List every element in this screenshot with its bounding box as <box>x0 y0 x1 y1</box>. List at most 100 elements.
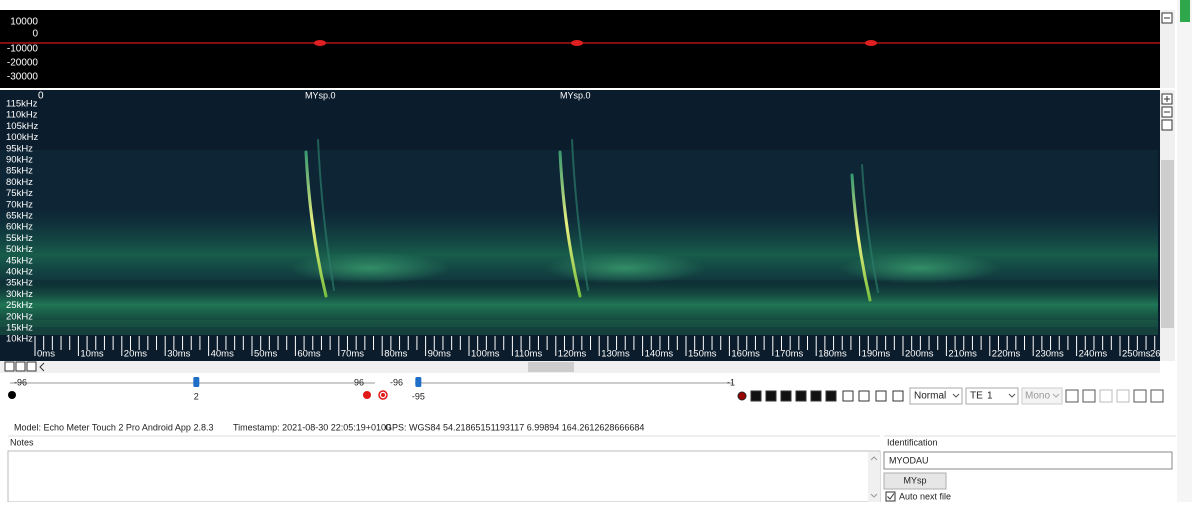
time-zoom-buttons[interactable] <box>5 362 36 371</box>
time-label: 150ms <box>688 349 717 360</box>
audio-value: Mono <box>1025 391 1050 402</box>
frequency-label: 85kHz <box>6 166 33 177</box>
frequency-label: 30kHz <box>6 289 33 300</box>
tool-button[interactable] <box>859 391 869 401</box>
amplitude-label: 10000 <box>10 17 38 28</box>
frequency-label: 25kHz <box>6 300 33 311</box>
side-panel <box>1177 0 1192 502</box>
time-label: 10ms <box>80 349 103 360</box>
time-label: 200ms <box>905 349 934 360</box>
time-label: 180ms <box>818 349 847 360</box>
frequency-label: 20kHz <box>6 311 33 322</box>
time-label: 240ms <box>1079 349 1108 360</box>
h-scrollbar[interactable] <box>0 361 1160 373</box>
time-label: 230ms <box>1035 349 1064 360</box>
call-label: MYsp.0 <box>560 90 591 100</box>
mode-select[interactable]: Normal <box>910 388 962 404</box>
nav-button[interactable] <box>1083 390 1095 402</box>
frequency-label: 60kHz <box>6 222 33 233</box>
slider-thumb[interactable] <box>193 377 199 387</box>
mode-value: Normal <box>914 391 946 402</box>
tool-button[interactable] <box>796 391 806 401</box>
identification-label: Identification <box>887 437 938 447</box>
nav-button[interactable] <box>1100 390 1112 402</box>
waveform-panel <box>0 10 1160 88</box>
time-label: 30ms <box>167 349 190 360</box>
time-label: 110ms <box>514 349 542 360</box>
tool-button[interactable] <box>751 391 761 401</box>
time-label: 80ms <box>384 349 407 360</box>
time-label: 100ms <box>471 349 500 360</box>
start-label: 0 <box>38 91 44 102</box>
tool-button[interactable] <box>766 391 776 401</box>
time-label: 250ms <box>1122 349 1151 360</box>
time-label: 190ms <box>862 349 891 360</box>
tool-button[interactable] <box>843 391 853 401</box>
time-label: 130ms <box>601 349 630 360</box>
slider-max: 96 <box>354 377 364 387</box>
frequency-label: 110kHz <box>6 110 38 121</box>
frequency-label: 10kHz <box>6 334 33 345</box>
time-label: 160ms <box>731 349 760 360</box>
metadata-gps: GPS: WGS84 54.21865151193117 6.99894 164… <box>385 422 644 432</box>
time-label: 60ms <box>297 349 320 360</box>
amplitude-label: -20000 <box>7 58 39 69</box>
frequency-label: 50kHz <box>6 244 33 255</box>
time-label: 220ms <box>992 349 1021 360</box>
amplitude-label: 0 <box>32 29 38 40</box>
nav-button[interactable] <box>1117 390 1129 402</box>
notes-scrollbar[interactable] <box>868 452 880 502</box>
frequency-label: 90kHz <box>6 155 33 166</box>
app-window: 100000-10000-20000-30000 0MYsp.0MYsp.011… <box>0 0 1192 502</box>
frequency-label: 115kHz <box>6 99 38 110</box>
h-scroll-thumb[interactable] <box>528 362 574 372</box>
time-label: 20ms <box>124 349 147 360</box>
frequency-label: 15kHz <box>6 323 33 334</box>
channel-type: TE <box>970 391 983 402</box>
time-label: 120ms <box>558 349 587 360</box>
audio-select[interactable]: Mono <box>1022 388 1062 404</box>
metadata-model: Model: Echo Meter Touch 2 Pro Android Ap… <box>14 422 213 432</box>
frequency-label: 95kHz <box>6 143 33 154</box>
nav-button[interactable] <box>1066 390 1078 402</box>
time-label: 50ms <box>254 349 277 360</box>
frequency-label: 105kHz <box>6 121 38 132</box>
frequency-label: 55kHz <box>6 233 33 244</box>
auto-next-label: Auto next file <box>899 491 951 501</box>
time-label: 26 <box>1150 349 1161 360</box>
frequency-label: 40kHz <box>6 267 33 278</box>
frequency-label: 70kHz <box>6 199 33 210</box>
amplitude-label: -30000 <box>7 72 39 83</box>
marker-black[interactable] <box>8 391 16 399</box>
slider-value: 2 <box>194 391 199 401</box>
tool-button[interactable] <box>876 391 886 401</box>
tool-button[interactable] <box>826 391 836 401</box>
time-label: 90ms <box>428 349 451 360</box>
slider-min: -96 <box>14 377 27 387</box>
time-label: 140ms <box>645 349 674 360</box>
call-label: MYsp.0 <box>305 90 336 100</box>
metadata-timestamp: Timestamp: 2021-08-30 22:05:19+0100 <box>233 422 391 432</box>
tool-button[interactable] <box>811 391 821 401</box>
record-dot[interactable] <box>363 391 371 399</box>
frequency-label: 65kHz <box>6 211 33 222</box>
notes-textarea[interactable] <box>8 451 880 502</box>
nav-button[interactable] <box>1134 390 1146 402</box>
gain-sliders: -96296-96-95-1 <box>10 377 735 401</box>
slider-min: -96 <box>390 377 403 387</box>
tool-record[interactable] <box>738 392 746 400</box>
time-label: 40ms <box>211 349 234 360</box>
frequency-label: 80kHz <box>6 177 33 188</box>
channel-number: 1 <box>987 391 993 402</box>
scroll-thumb[interactable] <box>1161 160 1174 328</box>
time-label: 0ms <box>37 349 55 360</box>
tool-button[interactable] <box>781 391 791 401</box>
slider-thumb[interactable] <box>415 377 421 387</box>
nav-button[interactable] <box>1151 390 1163 402</box>
frequency-label: 100kHz <box>6 132 38 143</box>
tool-button[interactable] <box>893 391 903 401</box>
channel-select[interactable]: TE 1 <box>966 388 1018 404</box>
amplitude-label: -10000 <box>7 44 39 55</box>
time-label: 210ms <box>948 349 977 360</box>
